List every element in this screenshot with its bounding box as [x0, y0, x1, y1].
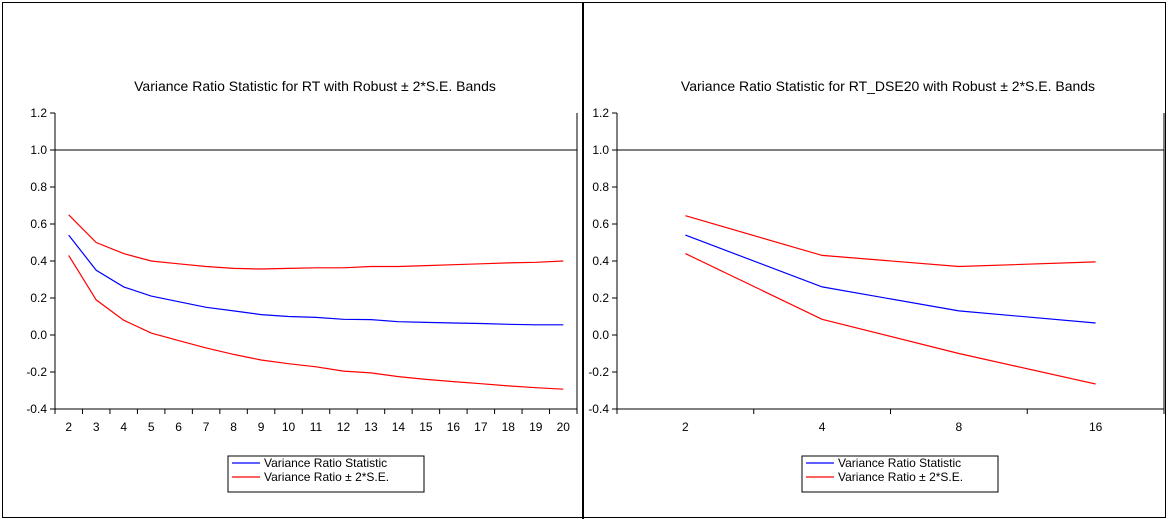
y-tick-label: 1.2: [592, 106, 609, 120]
y-tick-label: -0.4: [588, 402, 609, 416]
x-tick-label: 5: [148, 420, 155, 434]
x-tick-label: 7: [203, 420, 210, 434]
panel-divider: [582, 2, 584, 519]
y-tick-label: 0.8: [30, 180, 47, 194]
series-line-lower-band: [685, 253, 1096, 385]
right-chart-panel: [584, 2, 1166, 518]
y-tick-label: -0.2: [588, 365, 609, 379]
x-tick-label: 4: [819, 420, 826, 434]
y-tick-label: 0.0: [592, 328, 609, 342]
x-tick-label: 15: [419, 420, 433, 434]
legend-label: Variance Ratio ± 2*S.E.: [264, 470, 389, 484]
x-tick-label: 3: [93, 420, 100, 434]
chart-rt-dse20: -0.4 -0.2 0.0 0.2 0.4 0.6 0.8 1.0 1.2 2 4 8 16 Varian…: [588, 106, 1165, 493]
y-tick-label: 0.4: [30, 254, 47, 268]
y-tick-label: -0.2: [26, 365, 47, 379]
chart-rt: -0.4 -0.2 0.0 0.2 0.4 0.6 0.8 1.0 1.2 2 3 4 5 6 7 8 9 10 1…: [26, 106, 578, 493]
legend-label: Variance Ratio Statistic: [264, 456, 387, 470]
x-tick-label: 16: [447, 420, 461, 434]
x-tick-label: 9: [258, 420, 265, 434]
x-tick-label: 6: [175, 420, 182, 434]
x-tick-label: 11: [310, 420, 323, 434]
x-tick-label: 4: [120, 420, 127, 434]
x-tick-label: 10: [282, 420, 296, 434]
series-line-upper-band: [685, 215, 1096, 268]
y-tick-label: 0.8: [592, 180, 609, 194]
y-tick-label: 0.4: [592, 254, 609, 268]
y-tick-label: 0.6: [30, 217, 47, 231]
x-tick-label: 13: [364, 420, 378, 434]
x-tick-label: 2: [65, 420, 72, 434]
legend-label: Variance Ratio Statistic: [838, 456, 961, 470]
series-line-lower-band: [68, 255, 564, 390]
x-tick-label: 19: [529, 420, 543, 434]
series-line-upper-band: [68, 214, 564, 270]
chart-title-rt: Variance Ratio Statistic for RT with Rob…: [134, 78, 496, 94]
x-tick-label: 8: [956, 420, 963, 434]
y-tick-label: 1.2: [30, 106, 47, 120]
x-tick-label: 17: [474, 420, 488, 434]
x-tick-label: 2: [682, 420, 689, 434]
y-tick-label: 1.0: [30, 143, 47, 157]
y-tick-label: 0.6: [592, 217, 609, 231]
chart-title-rt-dse20: Variance Ratio Statistic for RT_DSE20 wi…: [681, 78, 1095, 94]
legend-box: [801, 455, 999, 493]
left-chart-panel: [2, 2, 582, 518]
x-tick-label: 14: [392, 420, 406, 434]
x-tick-label: 12: [337, 420, 351, 434]
series-line-statistic: [685, 234, 1096, 324]
x-tick-label: 18: [502, 420, 516, 434]
x-tick-label: 20: [557, 420, 571, 434]
series-line-statistic: [68, 234, 564, 326]
y-tick-label: 0.0: [30, 328, 47, 342]
legend-label: Variance Ratio ± 2*S.E.: [838, 470, 963, 484]
y-tick-label: 0.2: [30, 291, 47, 305]
y-tick-label: 1.0: [592, 143, 609, 157]
y-tick-label: -0.4: [26, 402, 47, 416]
x-tick-label: 8: [230, 420, 237, 434]
y-tick-label: 0.2: [592, 291, 609, 305]
x-tick-label: 16: [1089, 420, 1103, 434]
legend-box: [227, 455, 425, 493]
